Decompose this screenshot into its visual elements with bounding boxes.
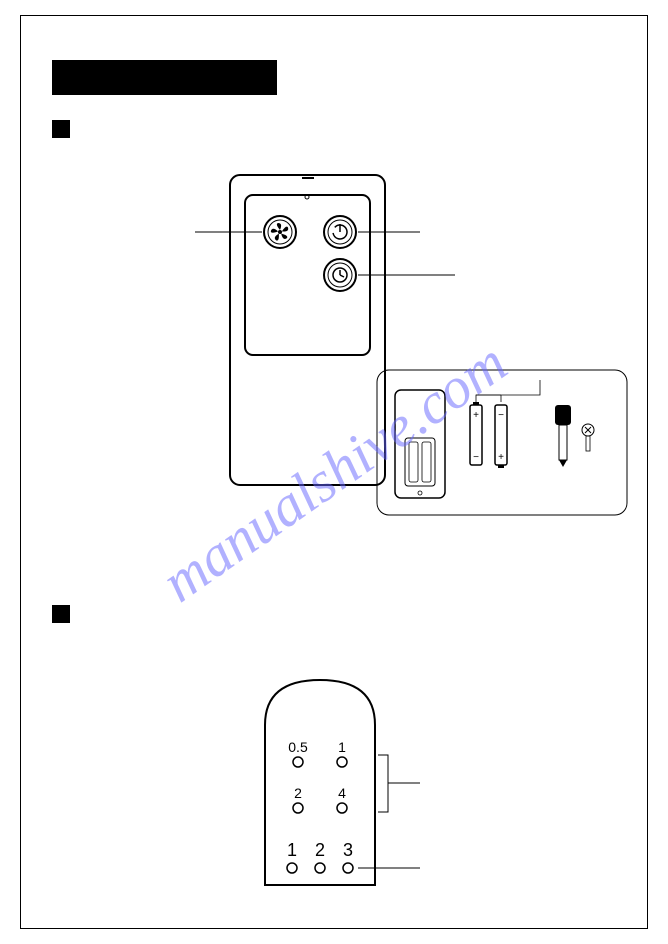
timer-led-1: 1	[337, 739, 347, 767]
timer-led-4: 4	[337, 785, 347, 813]
timer-bracket	[378, 755, 420, 812]
svg-text:1: 1	[287, 840, 297, 860]
speed-led-2: 2	[315, 840, 325, 873]
speed-led-1: 1	[287, 840, 297, 873]
svg-text:0.5: 0.5	[288, 739, 308, 755]
svg-text:3: 3	[343, 840, 353, 860]
timer-led-0.5: 0.5	[288, 739, 308, 767]
svg-text:2: 2	[315, 840, 325, 860]
svg-text:4: 4	[338, 785, 346, 801]
indicator-panel: 0.5 1 2 4 1 2 3	[0, 0, 668, 944]
speed-led-3: 3	[343, 840, 353, 873]
timer-led-2: 2	[293, 785, 303, 813]
svg-text:1: 1	[338, 739, 346, 755]
svg-text:2: 2	[294, 785, 302, 801]
